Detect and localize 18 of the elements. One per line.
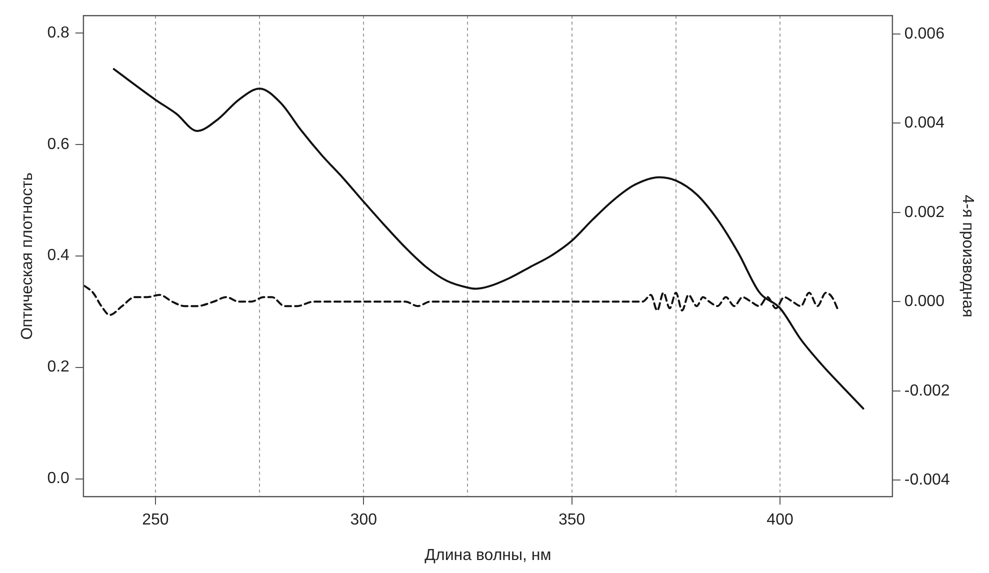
x-axis-title: Длина волны, нм	[424, 546, 552, 564]
y2-tick-label: -0.004	[904, 471, 950, 488]
y-tick-label: 0.4	[47, 247, 70, 264]
y2-tick-label: 0.000	[904, 293, 945, 310]
y-tick-label: 0.6	[47, 136, 70, 153]
y-tick-label: 0.2	[47, 358, 70, 376]
y-tick-label: 0.0	[47, 470, 70, 488]
x-tick-label: 300	[350, 512, 378, 529]
y2-tick-label: 0.006	[904, 25, 945, 42]
y2-tick-label: -0.002	[904, 382, 950, 400]
y2-tick-label: 0.004	[904, 114, 945, 132]
x-tick-label: 250	[142, 512, 169, 529]
y2-tick-label: 0.002	[904, 204, 945, 221]
y2-axis-title: 4-я производная	[958, 194, 976, 318]
y-tick-label: 0.8	[47, 24, 70, 42]
y-axis-title: Оптическая плотность	[19, 172, 36, 340]
x-tick-label: 400	[766, 512, 794, 529]
x-tick-label: 350	[558, 512, 586, 529]
